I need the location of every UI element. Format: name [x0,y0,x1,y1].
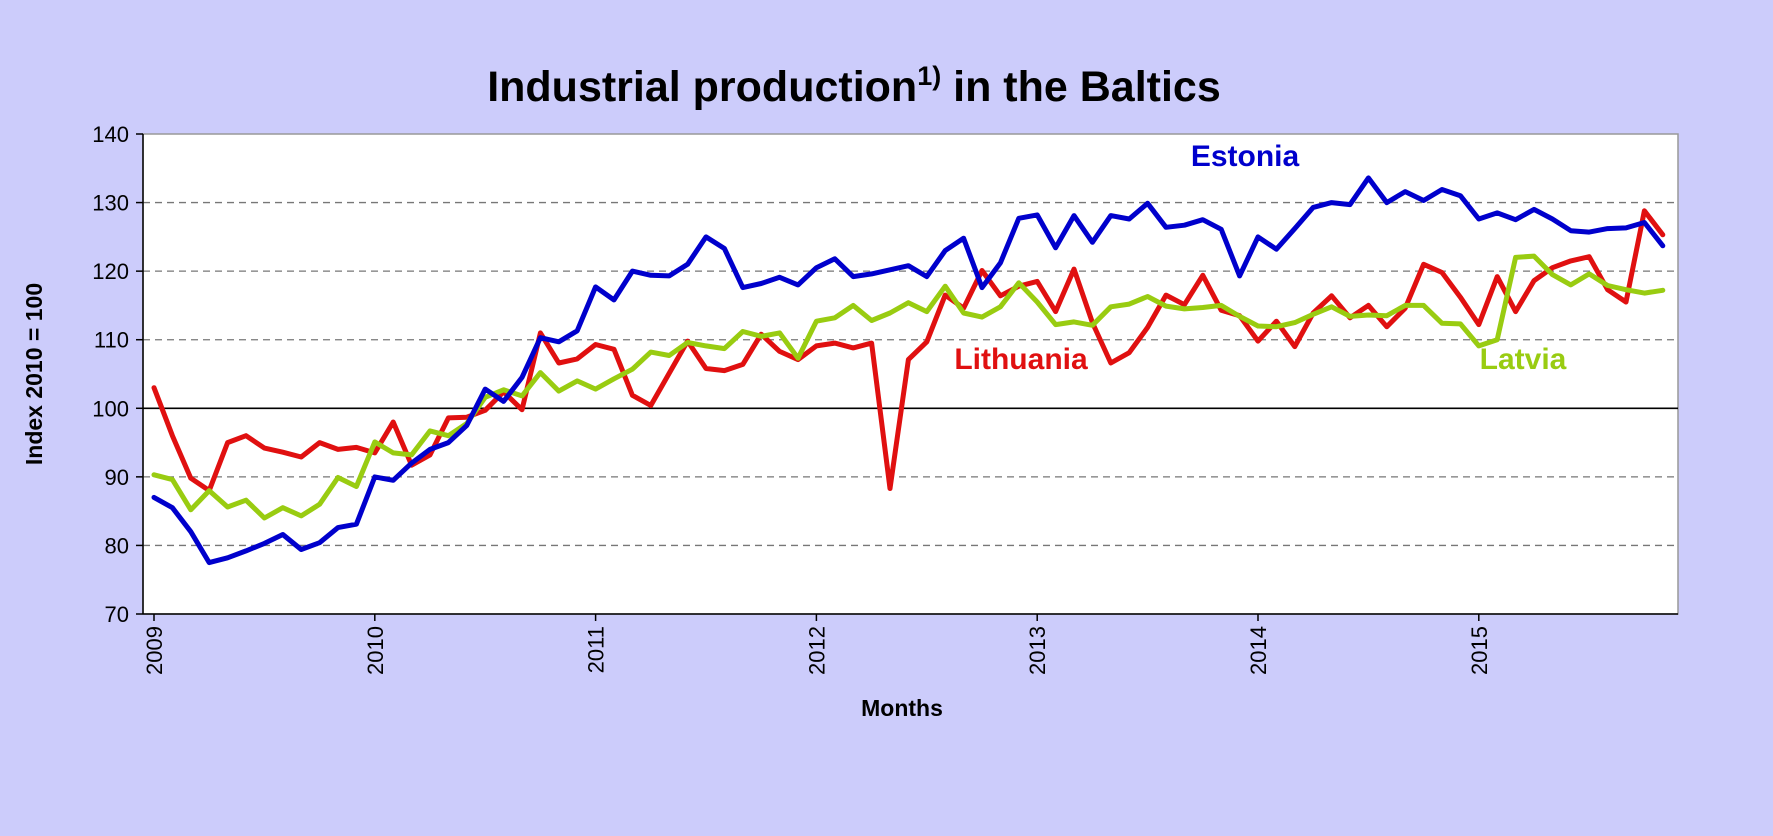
y-tick-label-70: 70 [105,602,129,627]
label-lithuania: Lithuania [954,343,1088,376]
y-axis-title: Index 2010 = 100 [21,283,47,465]
chart-title-footnote-mark: 1) [917,61,941,91]
plot-area [142,133,1679,615]
series-line-latvia [151,253,1666,521]
x-tick-label-2010: 2010 [363,626,388,675]
x-tick-label-2009: 2009 [142,626,167,675]
y-tick-label-90: 90 [105,465,129,490]
y-tick-label-80: 80 [105,533,129,558]
label-estonia: Estonia [1191,140,1300,173]
x-tick-label-2014: 2014 [1246,626,1271,675]
y-tick-label-140: 140 [92,122,129,147]
y-tick-label-130: 130 [92,191,129,216]
x-axis-title: Months [861,695,943,721]
series-lines [151,175,1666,566]
y-tick-label-100: 100 [92,396,129,421]
x-tick-label-2012: 2012 [804,626,829,675]
series-line-lithuania [151,208,1666,494]
x-tick-label-2013: 2013 [1025,626,1050,675]
series-line-estonia [151,175,1666,566]
x-tick-label-2015: 2015 [1467,626,1492,675]
x-axis-ticks: 2009 2010 2011 2012 2013 2014 2015 [142,614,1492,675]
label-latvia: Latvia [1480,343,1567,376]
chart-title-rest: in the Baltics [941,63,1221,111]
y-tick-label-120: 120 [92,259,129,284]
x-tick-label-2011: 2011 [584,626,609,673]
chart-title: Industrial production1) in the Baltics [487,61,1221,111]
y-tick-label-110: 110 [94,328,129,353]
chart-title-main: Industrial production [487,63,917,111]
y-axis-ticks: 70 80 90 100 110 120 130 140 [92,122,143,627]
